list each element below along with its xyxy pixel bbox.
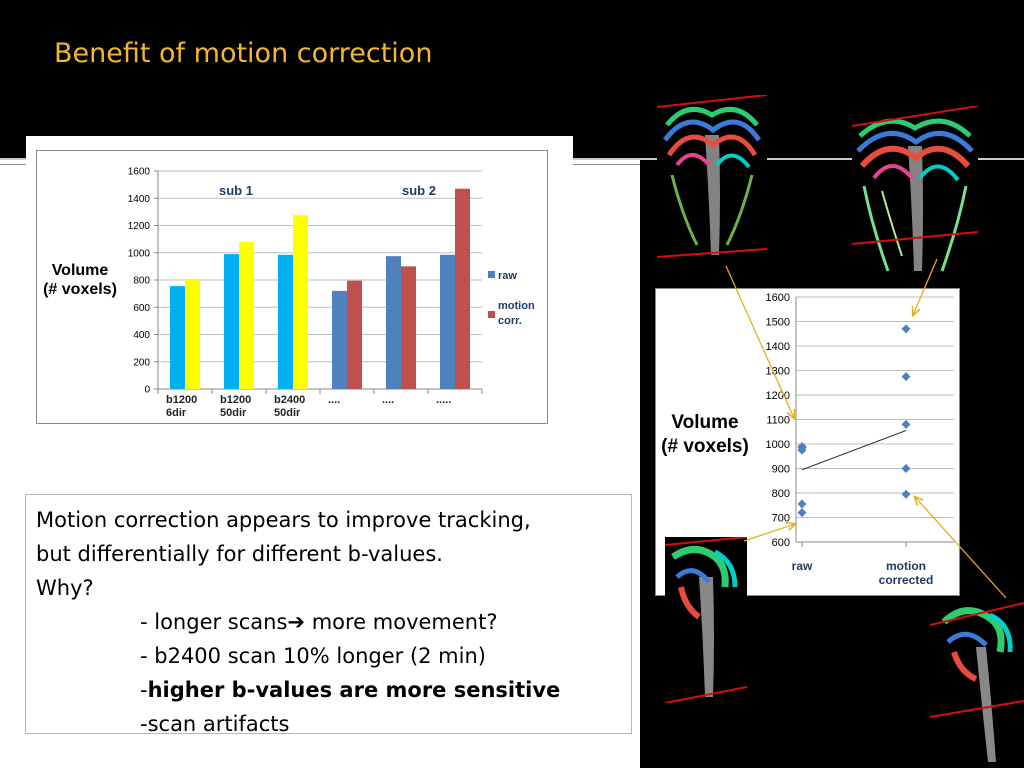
bar-x-tick-label: b2400 <box>274 394 305 406</box>
bar-x-tick-label: .... <box>328 394 340 406</box>
bullet-1-start: - longer scans <box>140 610 288 634</box>
bar-motion-corr <box>239 241 254 389</box>
legend-swatch-motion-corr <box>488 311 495 318</box>
scatter-point <box>901 419 911 429</box>
scatter-point <box>797 508 807 518</box>
bar-y-tick-label: 1600 <box>128 167 151 178</box>
bar-motion-corr <box>293 215 308 389</box>
bar-x-tick-label: ..... <box>436 394 451 406</box>
bar-raw <box>386 256 401 389</box>
scatter-x-tick-label: motion <box>886 559 926 573</box>
bar-y-tick-label: 0 <box>144 385 150 396</box>
scatter-y-tick-label: 1500 <box>766 317 790 329</box>
slide-title: Benefit of motion correction <box>54 38 433 69</box>
scatter-y-axis-title: Volume <box>671 412 738 433</box>
scatter-y-tick-label: 600 <box>772 537 790 549</box>
explanation-textbox: Motion correction appears to improve tra… <box>25 494 632 736</box>
scatter-point <box>901 464 911 473</box>
annotation-sub-2: sub 2 <box>402 183 436 198</box>
scatter-y-tick-label: 1000 <box>766 439 790 451</box>
bar-x-tick-label: .... <box>382 394 394 406</box>
annotation-sub-1: sub 1 <box>219 183 253 198</box>
bar-raw <box>332 290 347 389</box>
scatter-x-tick-label: raw <box>792 559 813 573</box>
bar-y-tick-label: 800 <box>133 276 150 287</box>
text-line-3: Why? <box>36 576 94 600</box>
bullet-higher-bvalues: -higher b-values are more sensitive <box>36 673 621 707</box>
arrow-raw-bottom <box>743 524 795 542</box>
right-arrow-icon: ➔ <box>287 610 306 634</box>
scatter-point <box>797 499 807 509</box>
scatter-point <box>901 324 911 334</box>
bar-raw <box>278 254 293 389</box>
bar-raw <box>170 286 185 389</box>
scatter-y-tick-label: 1600 <box>766 292 790 304</box>
bullet-scan-artifacts: -scan artifacts <box>140 712 290 736</box>
bar-y-tick-label: 1000 <box>128 248 151 259</box>
bar-y-tick-label: 1200 <box>128 221 151 232</box>
arrow-raw-top <box>725 265 794 418</box>
bar-motion-corr <box>347 280 362 389</box>
bar-y-tick-label: 200 <box>133 357 150 368</box>
bar-y-tick-label: 400 <box>133 330 150 341</box>
arrow-corrected-bottom <box>915 497 1007 599</box>
bar-motion-corr <box>185 280 200 389</box>
legend-label-motion-corr: corr. <box>498 315 522 327</box>
bar-x-tick-label: 50dir <box>220 407 247 419</box>
scatter-x-tick-label: corrected <box>879 573 934 587</box>
tract-image-corrected-bottom <box>930 597 1024 768</box>
scatter-y-tick-label: 1100 <box>766 415 790 427</box>
bar-motion-corr <box>401 266 416 389</box>
tract-image-raw-top <box>657 95 767 281</box>
bar-x-tick-label: 6dir <box>166 407 187 419</box>
bullet-3-bold: higher b-values are more sensitive <box>147 678 561 702</box>
bar-x-tick-label: b1200 <box>166 394 197 406</box>
bar-x-tick-label: 50dir <box>274 407 301 419</box>
legend-label-motion-corr: motion <box>498 300 535 312</box>
bullet-b2400: - b2400 scan 10% longer (2 min) <box>140 644 486 668</box>
scatter-y-axis-title: (# voxels) <box>661 436 749 457</box>
scatter-point <box>901 372 911 382</box>
bar-y-tick-label: 600 <box>133 303 150 314</box>
bullet-3-dash: - <box>140 678 148 702</box>
text-line-2: but differentially for different b-value… <box>36 542 443 566</box>
legend-label-raw: raw <box>498 270 517 282</box>
scatter-y-tick-label: 900 <box>772 464 790 476</box>
tract-image-raw-bottom <box>665 537 747 703</box>
scatter-point <box>797 441 807 451</box>
scatter-y-tick-label: 700 <box>772 513 790 525</box>
bar-y-axis-title: (# voxels) <box>43 281 117 298</box>
scatter-y-tick-label: 1200 <box>766 390 790 402</box>
scatter-point <box>901 489 911 499</box>
trend-line <box>801 430 907 471</box>
bullet-1-end: more movement? <box>305 610 498 634</box>
legend-swatch-raw <box>488 271 495 278</box>
bar-x-tick-label: b1200 <box>220 394 251 406</box>
bar-y-axis-title: Volume <box>52 262 109 279</box>
bar-motion-corr <box>455 188 470 389</box>
arrow-corrected-top <box>913 258 938 315</box>
scatter-y-tick-label: 800 <box>772 488 790 500</box>
bar-raw <box>440 254 455 389</box>
tract-image-corrected-top <box>852 106 978 282</box>
bar-y-tick-label: 1400 <box>128 194 151 205</box>
scatter-y-tick-label: 1400 <box>766 341 790 353</box>
bullet-longer-scans: - longer scans➔ more movement? <box>36 605 621 639</box>
text-line-1: Motion correction appears to improve tra… <box>36 508 531 532</box>
bar-raw <box>224 254 239 389</box>
